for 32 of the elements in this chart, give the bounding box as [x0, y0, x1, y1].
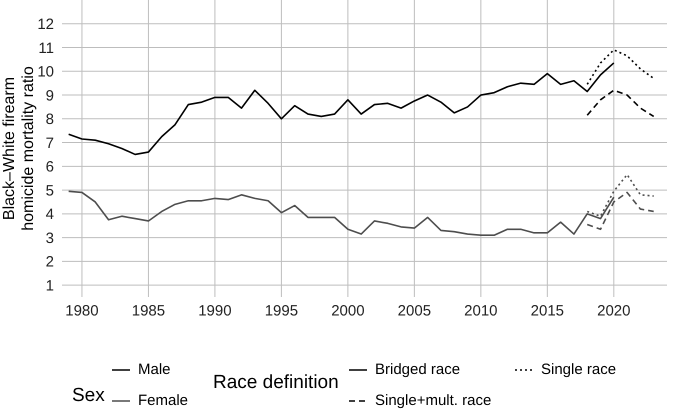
line-series [586, 89, 655, 118]
y-tick-label: 2 [46, 254, 54, 271]
text: Single+mult. race [375, 392, 492, 409]
y-tick-label: 10 [37, 64, 54, 81]
line-series [68, 62, 615, 156]
x-tick-label: 1985 [132, 302, 166, 320]
y-tick-label: 3 [46, 230, 54, 247]
x-tick-label: 1995 [264, 302, 298, 320]
x-tick-label: 2015 [530, 302, 564, 320]
y-tick-label: 8 [46, 111, 54, 128]
y-tick-label: 5 [46, 182, 54, 200]
y-tick-label: 1 [46, 277, 54, 294]
line-series [586, 49, 655, 86]
legend-title: Sex [72, 385, 105, 407]
x-tick-label: 2010 [464, 302, 498, 320]
x-tick-label: 1980 [65, 302, 99, 320]
x-tick-label: 1990 [198, 302, 232, 320]
x-tick-label: 2005 [398, 302, 432, 320]
legend-label: Female [138, 392, 188, 409]
y-tick-label: 11 [38, 40, 54, 57]
y-tick-label: 4 [46, 206, 54, 224]
text: Single race [541, 361, 616, 378]
x-tick-label: 2020 [597, 302, 630, 320]
text: Bridged race [375, 361, 460, 378]
y-tick-label: 7 [46, 134, 54, 152]
y-axis-title: Black–White firearm homicide mortality ratio [1, 66, 37, 231]
text: Race definition [213, 372, 339, 394]
y-tick-label: 9 [46, 87, 54, 104]
y-tick-label: 6 [46, 158, 54, 176]
x-tick-label: 2000 [331, 302, 365, 320]
legend-label: Male [138, 361, 171, 378]
y-tick-label: 12 [37, 16, 54, 34]
